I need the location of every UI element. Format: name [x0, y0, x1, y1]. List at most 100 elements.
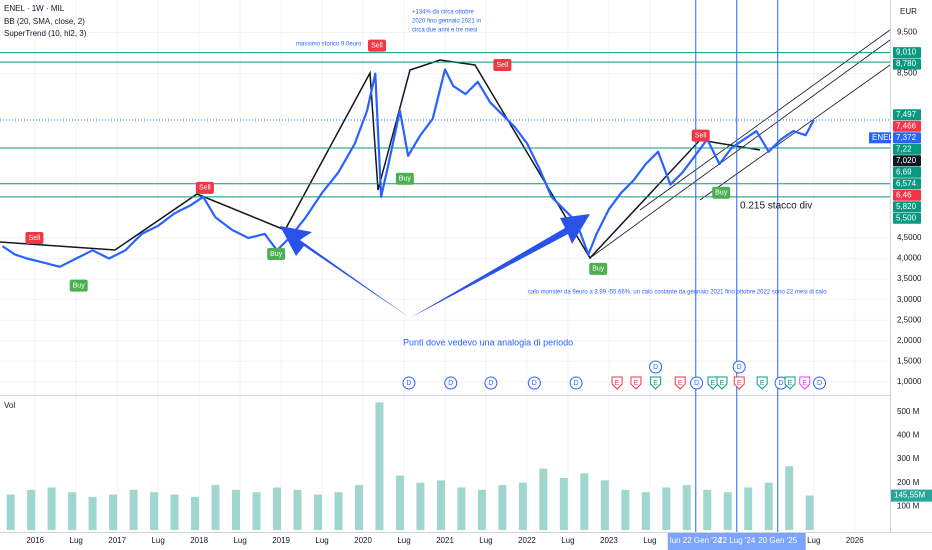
price-tag — [893, 132, 921, 144]
volume-bar — [703, 489, 712, 530]
price-tag-label: 8,780 — [896, 59, 917, 68]
event-marker — [650, 376, 662, 390]
event-label: D — [694, 380, 699, 387]
price-tag-label: 5,500 — [896, 213, 917, 222]
volume-last-tag — [891, 489, 932, 502]
signal-box — [712, 186, 731, 199]
signal-label: Sell — [199, 185, 211, 192]
volume-bar — [764, 482, 773, 530]
y-tick-label: 500 M — [897, 407, 920, 416]
volume-bar — [785, 466, 794, 530]
volume-bar — [395, 475, 404, 530]
price-tag — [893, 58, 921, 70]
signal-box — [493, 58, 512, 71]
signal-label: Buy — [270, 251, 283, 258]
y-tick-label: 100 M — [897, 501, 920, 510]
price-tag-label: 9,010 — [896, 48, 917, 57]
volume-bar — [27, 489, 36, 530]
event-marker — [784, 376, 796, 390]
x-highlight-label: 20 Gen '25 — [758, 536, 797, 545]
event-marker — [799, 376, 811, 390]
y-tick-label: 3,5000 — [897, 274, 922, 283]
volume-bar — [580, 473, 589, 530]
annotation: 2020 fino gennaio 2021 in — [412, 19, 481, 25]
volume-bar — [559, 478, 568, 530]
x-tick-label: 2019 — [272, 536, 290, 545]
price-line — [1, 68, 815, 268]
event-marker — [813, 376, 827, 390]
volume-bar — [6, 494, 15, 530]
price-tag-label: 6,46 — [896, 190, 912, 199]
annotation: massimo storico 9.0euro — [296, 42, 362, 48]
annotation: Punti dove vedevo una analogia di period… — [403, 337, 573, 347]
volume-bar — [334, 492, 343, 530]
volume-bar — [68, 492, 77, 530]
x-tick-label: Lug — [807, 536, 820, 545]
volume-bar — [191, 496, 200, 530]
signal-box — [195, 181, 214, 194]
volume-bar — [129, 489, 138, 530]
event-marker — [444, 376, 458, 390]
price-tag — [893, 189, 921, 201]
signal-label: Sell — [695, 132, 707, 139]
event-marker — [630, 376, 642, 390]
y-tick-label: 3,0000 — [897, 295, 922, 304]
event-label: D — [532, 380, 537, 387]
event-marker — [716, 376, 728, 390]
symbol-tag-label: ENEL — [872, 133, 893, 142]
signal-label: Buy — [715, 190, 728, 197]
x-tick-label: 2022 — [518, 536, 536, 545]
volume-bar — [477, 489, 486, 530]
signal-label: Buy — [73, 283, 86, 290]
volume-bar — [457, 487, 466, 530]
volume-bar — [621, 489, 630, 530]
annotation: 0.215 stacco div — [740, 201, 812, 212]
title: ENEL · 1W · MIL — [4, 4, 65, 13]
volume-bar — [211, 485, 220, 530]
x-tick-label: 2026 — [846, 536, 864, 545]
price-tag-label: 6,69 — [896, 167, 912, 176]
volume-bar — [539, 468, 548, 530]
currency: EUR — [900, 7, 917, 16]
price-tag — [893, 47, 921, 59]
x-highlight-label: 22 Lug '24 — [718, 536, 756, 545]
y-tick-label: 4,0000 — [897, 254, 922, 263]
event-label: D — [448, 380, 453, 387]
volume-bar — [252, 492, 261, 530]
x-highlight-band — [667, 533, 806, 550]
volume-bar — [600, 480, 609, 530]
symbol-tag — [869, 132, 891, 144]
event-label: D — [406, 380, 411, 387]
x-tick-label: Lug — [643, 536, 656, 545]
trend-lines — [0, 59, 761, 260]
event-marker — [649, 360, 663, 374]
price-tag — [893, 143, 921, 155]
volume-bar — [170, 494, 179, 530]
event-label: D — [778, 380, 783, 387]
event-marker — [707, 376, 719, 390]
volume-bar — [313, 494, 322, 530]
channel-line — [589, 39, 891, 259]
price-tag — [893, 212, 921, 224]
volume-bar — [682, 485, 691, 530]
x-tick-label: Lug — [561, 536, 574, 545]
event-label: E — [788, 380, 793, 387]
volume-bar — [518, 482, 527, 530]
price-tag-label: 7,372 — [896, 133, 917, 142]
signal-label: Buy — [399, 176, 412, 183]
signal-label: Sell — [371, 42, 383, 49]
y-tick-label: 300 M — [897, 454, 920, 463]
volume-bar — [88, 496, 97, 530]
event-label: E — [615, 380, 620, 387]
event-marker — [732, 360, 746, 374]
signal-box — [691, 129, 710, 142]
y-tick-label: 8,500 — [897, 69, 918, 78]
indicator: SuperTrend (10, hl2, 3) — [4, 29, 87, 38]
signal-box — [589, 262, 608, 275]
event-label: D — [817, 380, 822, 387]
event-label: E — [720, 380, 725, 387]
signal-box — [25, 231, 44, 244]
y-tick-label: 1,5000 — [897, 356, 922, 365]
